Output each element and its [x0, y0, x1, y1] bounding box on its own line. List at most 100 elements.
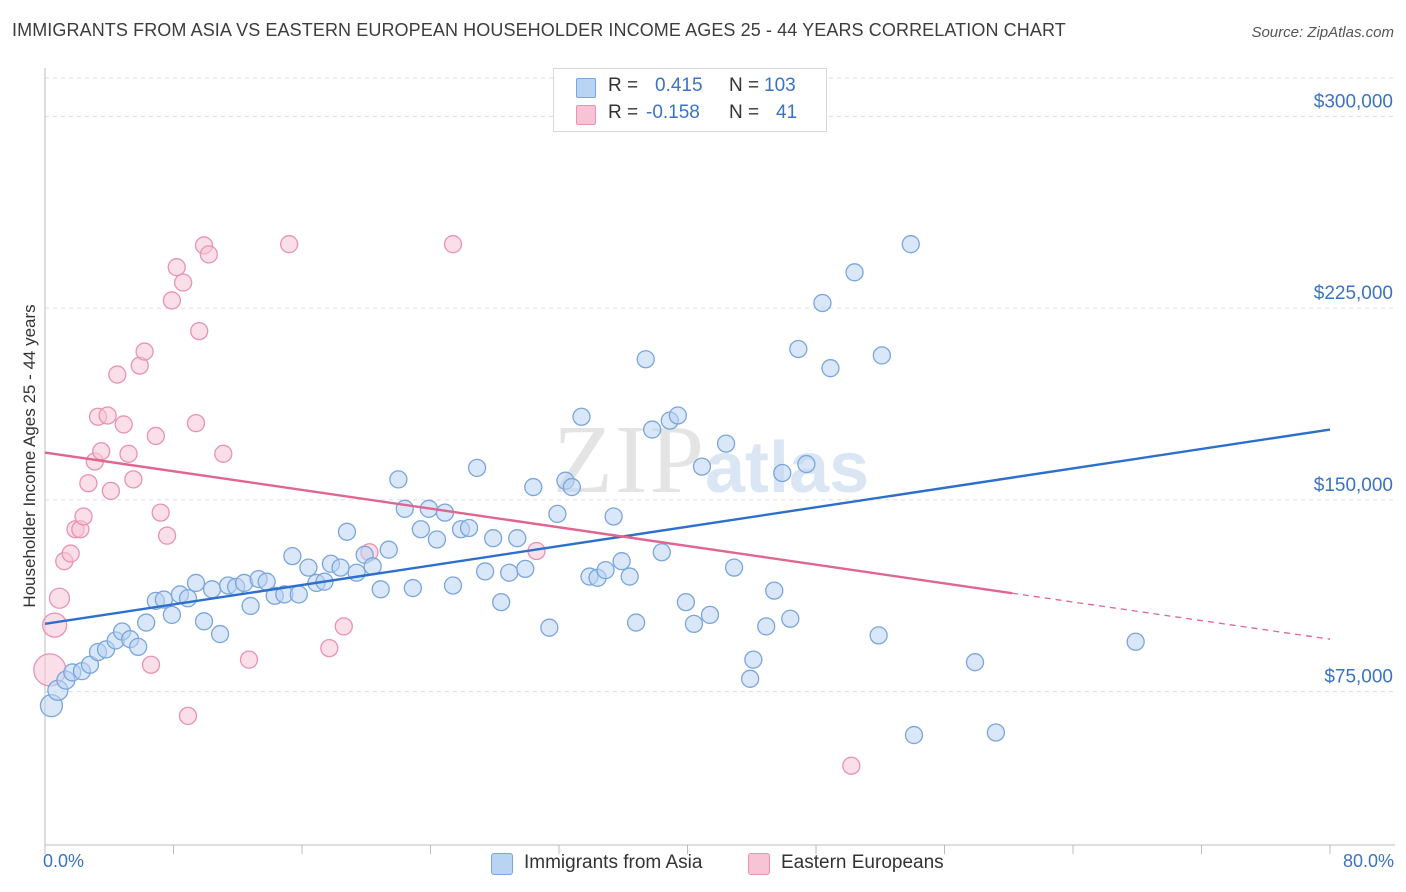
legend-label-ee: Eastern Europeans: [781, 852, 944, 873]
immigrants-from-asia-point: [643, 420, 662, 439]
immigrants-from-asia-point: [427, 530, 447, 549]
immigrants-from-asia-point: [524, 477, 543, 497]
immigrants-from-asia-point: [636, 350, 655, 369]
eastern-europeans-point: [167, 258, 186, 277]
immigrants-from-asia-point: [797, 454, 816, 474]
immigrants-from-asia-point: [289, 585, 308, 604]
trend-line-ee-extension: [1011, 592, 1331, 640]
immigrants-from-asia-point: [337, 522, 357, 541]
immigrants-from-asia-point: [283, 546, 302, 566]
immigrants-from-asia-point: [789, 339, 808, 359]
immigrants-from-asia-point: [821, 359, 840, 378]
immigrants-from-asia-point: [757, 617, 776, 636]
immigrants-from-asia-point: [129, 637, 148, 657]
immigrants-from-asia-point: [869, 626, 888, 645]
legend-swatch-asia: [491, 853, 513, 875]
trend-line-ee: [44, 451, 1013, 595]
chart-title: IMMIGRANTS FROM ASIA VS EASTERN EUROPEAN…: [12, 20, 1066, 40]
eastern-europeans-point: [279, 235, 299, 254]
immigrants-from-asia-point: [965, 653, 985, 672]
x-tick-label-min: 0.0%: [43, 851, 85, 871]
immigrants-from-asia-point: [202, 580, 222, 599]
y-tick-label: $300,000: [1314, 91, 1393, 112]
legend-n-value: 103: [764, 75, 796, 96]
immigrants-from-asia-point: [186, 573, 206, 593]
immigrants-from-asia-point: [483, 529, 503, 548]
immigrants-from-asia-point: [676, 592, 696, 612]
zipatlas-watermark: ZIP atlas: [553, 406, 869, 514]
eastern-europeans-point: [124, 470, 143, 489]
immigrants-from-asia-point: [612, 552, 631, 571]
immigrants-from-asia-point: [492, 592, 511, 612]
eastern-europeans-point: [334, 617, 353, 636]
legend-r-label: R =: [608, 102, 639, 123]
legend-r-value: 0.415: [655, 75, 703, 96]
immigrants-from-asia-point: [684, 614, 704, 633]
eastern-europeans-point: [443, 235, 463, 254]
immigrants-from-asia-point: [652, 543, 671, 562]
y-tick-label: $150,000: [1314, 475, 1393, 496]
eastern-europeans-point: [114, 415, 133, 434]
legend-r-label: R =: [608, 75, 639, 96]
eastern-europeans-point: [61, 544, 80, 563]
y-axis-label: Householder Income Ages 25 - 44 years: [20, 304, 39, 608]
eastern-europeans-point: [41, 612, 68, 638]
eastern-europeans-point: [141, 655, 161, 674]
eastern-europeans-point: [320, 638, 339, 658]
immigrants-from-asia-point: [668, 406, 688, 425]
axes: [44, 68, 1395, 854]
legend-r-value: -0.158: [646, 102, 700, 123]
immigrants-from-asia-point: [299, 558, 318, 577]
immigrants-from-asia-point: [403, 578, 422, 598]
eastern-europeans-point: [157, 526, 177, 545]
immigrants-from-asia-point: [692, 457, 712, 476]
immigrants-from-asia-point: [475, 562, 495, 581]
y-tick-label: $75,000: [1324, 667, 1393, 688]
eastern-europeans-point: [98, 406, 117, 425]
immigrants-from-asia-point: [781, 609, 800, 628]
immigrants-from-asia-point: [389, 470, 408, 489]
eastern-europeans-point: [48, 587, 71, 609]
x-tick-label-max: 80.0%: [1342, 851, 1394, 871]
immigrants-from-asia-point: [137, 613, 156, 632]
immigrants-from-asia-point: [508, 529, 527, 548]
eastern-europeans-point: [173, 273, 193, 292]
immigrants-from-asia-point: [773, 463, 792, 483]
legend-swatch-ee: [576, 105, 596, 125]
immigrants-from-asia-point: [562, 477, 581, 497]
immigrants-from-asia-point: [872, 346, 892, 365]
immigrants-from-asia-point: [162, 605, 182, 625]
trend-line-asia: [44, 428, 1331, 626]
y-tick-labels: $75,000 $150,000 $225,000 $300,000: [1314, 91, 1393, 687]
eastern-europeans-point: [190, 321, 209, 341]
immigrants-from-asia-point: [540, 618, 559, 637]
immigrants-from-asia-point: [700, 605, 720, 625]
eastern-europeans-point: [151, 503, 170, 522]
immigrants-from-asia-point: [331, 558, 350, 577]
eastern-europeans-point: [135, 342, 154, 361]
immigrants-from-asia-point: [572, 407, 591, 426]
eastern-europeans-point: [178, 706, 198, 726]
legend-n-label: N =: [729, 75, 760, 96]
immigrants-from-asia-point: [210, 624, 230, 644]
stats-legend: R = 0.415 N = 103 R = -0.158 N = 41: [553, 68, 827, 132]
immigrants-from-asia-point: [516, 559, 535, 579]
immigrants-from-asia-point: [904, 725, 924, 745]
legend-n-label: N =: [729, 102, 760, 123]
immigrants-from-asia-point: [500, 563, 519, 582]
eastern-europeans-point: [214, 444, 233, 463]
immigrants-from-asia-point: [901, 235, 920, 254]
immigrants-from-asia-point: [379, 540, 398, 559]
immigrants-from-asia-point: [765, 581, 784, 600]
immigrants-from-asia-point: [620, 567, 639, 586]
immigrants-from-asia-point: [459, 518, 479, 538]
eastern-europeans-point: [101, 481, 121, 501]
eastern-europeans-point: [162, 291, 182, 310]
immigrants-from-asia-point: [716, 434, 736, 453]
legend-swatch-asia: [576, 78, 596, 98]
eastern-europeans-point: [186, 413, 206, 433]
immigrants-from-asia-point: [744, 650, 763, 669]
immigrants-from-asia-point: [604, 507, 623, 526]
eastern-europeans-point: [146, 426, 165, 446]
